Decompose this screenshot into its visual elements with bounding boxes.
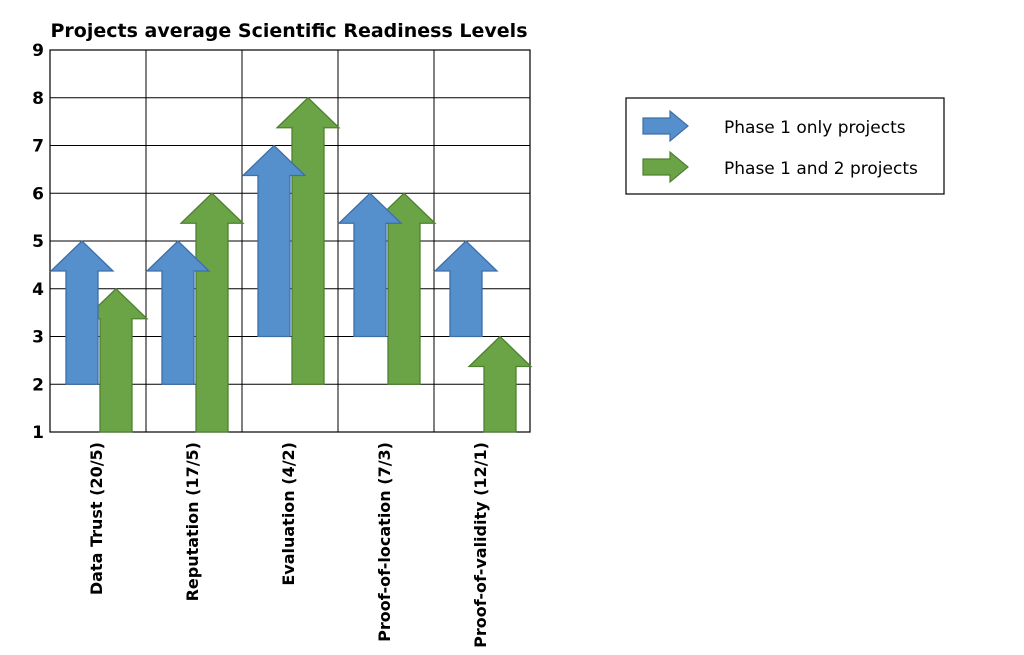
phase-1-arrow [337, 192, 403, 338]
phase-1-2-arrow [179, 192, 245, 433]
y-tick-label: 4 [32, 280, 44, 300]
y-tick-label: 7 [32, 137, 44, 157]
arrow-series-layer [49, 96, 533, 433]
phase-1-arrow [49, 240, 115, 385]
x-tick-label: Proof-of-location (7/3) [375, 442, 394, 642]
y-tick-label: 5 [32, 232, 44, 252]
y-axis-ticks: 1 2 3 4 5 6 7 8 9 [32, 41, 44, 443]
x-tick-label: Reputation (17/5) [183, 442, 202, 601]
legend-label: Phase 1 only projects [724, 118, 906, 138]
phase-1-arrow [433, 240, 499, 338]
y-tick-label: 1 [32, 423, 44, 443]
legend-arrow-phase-1 [642, 109, 689, 143]
phase-1-2-arrow [467, 335, 533, 433]
x-tick-label: Data Trust (20/5) [87, 442, 106, 595]
phase-1-arrow [145, 240, 211, 385]
chart-title: Projects average Scientific Readiness Le… [50, 20, 527, 42]
x-axis-ticks: Data Trust (20/5) Reputation (17/5) Evalua… [87, 442, 490, 648]
legend: Phase 1 only projects Phase 1 and 2 proje… [625, 97, 945, 195]
legend-box [625, 97, 945, 195]
legend-label: Phase 1 and 2 projects [724, 159, 918, 179]
x-tick-label: Proof-of-validity (12/1) [471, 442, 490, 648]
y-tick-label: 2 [32, 375, 44, 395]
phase-1-arrow [241, 144, 307, 338]
y-tick-label: 3 [32, 328, 44, 348]
y-tick-label: 6 [32, 184, 44, 204]
y-tick-label: 9 [32, 41, 44, 61]
legend-arrow-phase-1-2 [642, 150, 689, 184]
x-tick-label: Evaluation (4/2) [279, 442, 298, 586]
y-tick-label: 8 [32, 89, 44, 109]
